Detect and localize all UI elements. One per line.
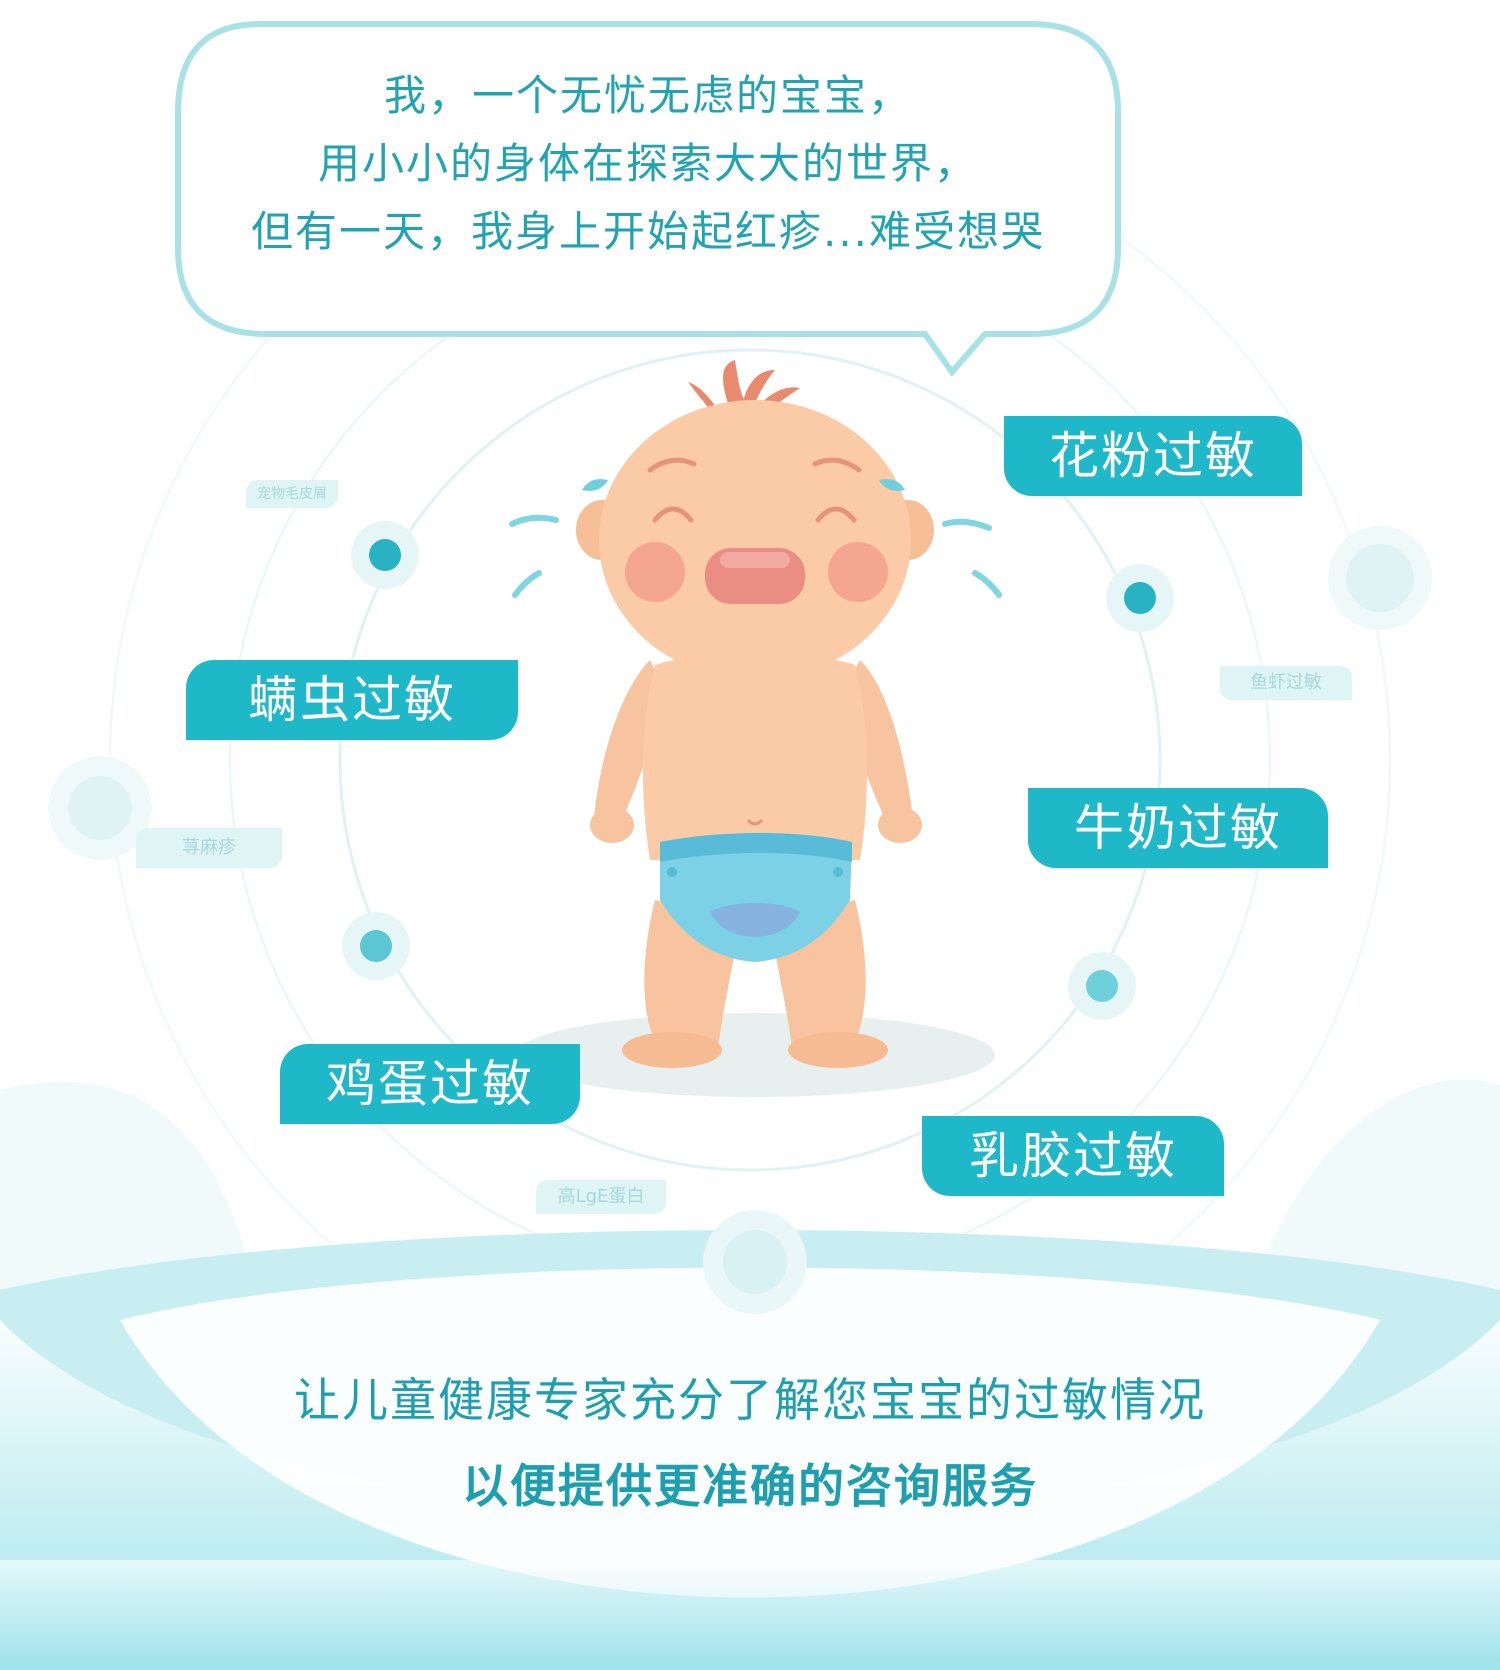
- bubble-line-2: 用小小的身体在探索大大的世界，: [317, 139, 978, 188]
- baby-shadow: [515, 1013, 995, 1097]
- tag-seafood-allergy: 鱼虾过敏: [1220, 666, 1352, 700]
- bubble-line-3: 但有一天，我身上开始起红疹...难受想哭: [250, 207, 1046, 256]
- bubble-line-1: 我，一个无忧无虑的宝宝，: [383, 71, 912, 120]
- ring-dots: [48, 521, 1432, 1314]
- speech-bubble-text: 我，一个无忧无虑的宝宝， 用小小的身体在探索大大的世界， 但有一天，我身上开始起…: [178, 62, 1118, 266]
- tag-high-ige: 高LgE蛋白: [536, 1180, 666, 1214]
- tag-mite-allergy: 螨虫过敏: [186, 660, 518, 740]
- tag-pollen-allergy: 花粉过敏: [1004, 416, 1302, 496]
- tag-latex-allergy: 乳胶过敏: [922, 1116, 1224, 1196]
- tag-milk-allergy: 牛奶过敏: [1028, 788, 1328, 868]
- speech-bubble: [175, 21, 1121, 377]
- white-ellipse: [120, 1267, 1380, 1598]
- baby-illustration: [509, 360, 1002, 1068]
- tag-urticaria: 荨麻疹: [136, 828, 282, 868]
- tag-pet-dander: 宠物毛皮屑: [246, 480, 338, 508]
- footer-line-1: 让儿童健康专家充分了解您宝宝的过敏情况: [294, 1373, 1206, 1427]
- footer-line-2: 以便提供更准确的咨询服务: [462, 1459, 1038, 1513]
- tag-egg-allergy: 鸡蛋过敏: [280, 1044, 580, 1124]
